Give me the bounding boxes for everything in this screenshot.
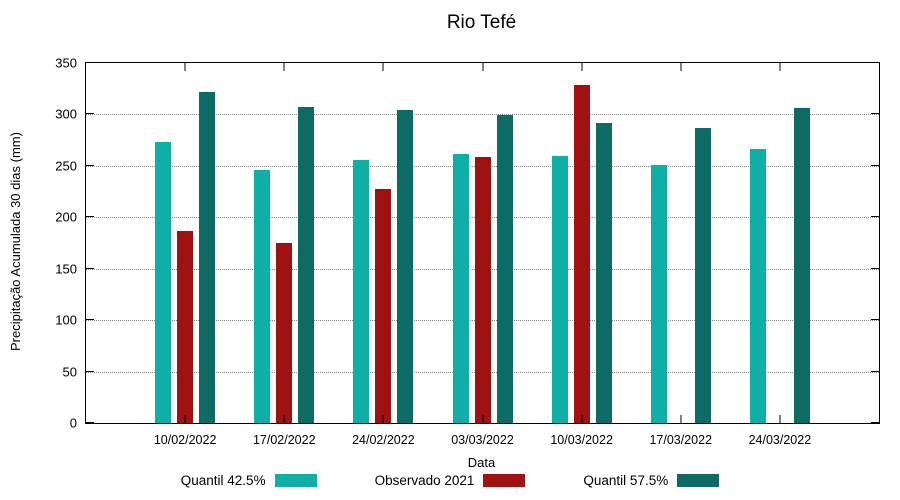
y-tick-label: 300 [55,106,77,122]
x-tick-mark [382,415,384,423]
y-tick-label: 200 [55,209,77,225]
bar [551,155,568,423]
x-tick-mark [779,415,781,423]
y-tick-mark [86,422,94,423]
bar [199,91,216,423]
x-tick-mark [581,63,583,71]
plot-area: 0 50 100 150 200 250 300 350 10/02/2022 17/02/202… [55,56,880,447]
x-axis-title: Data [467,455,496,470]
legend-swatch [274,474,317,487]
y-tick-mark [871,422,879,423]
x-tick-mark [779,63,781,71]
legend: Quantil 42.5% Observado 2021 Quantil 57.5% [0,473,900,488]
y-tick-mark [871,319,879,321]
y-tick-mark [871,216,879,218]
y-tick-label: 100 [55,312,77,328]
x-tick-label: 24/02/2022 [352,433,415,447]
bar [573,84,590,423]
bar [155,142,172,423]
bar-group [155,63,216,423]
bar-group [749,63,810,423]
bar [496,115,513,423]
bar [298,107,315,423]
x-tick-mark [680,63,682,71]
x-tick-mark [482,415,483,423]
legend-swatch [483,474,526,487]
y-tick-label: 50 [62,364,77,380]
legend-item: Observado 2021 [375,473,526,488]
bar-group [551,63,612,423]
y-tick-label: 250 [55,158,77,174]
y-tick-mark [871,370,879,372]
y-tick-mark [871,113,879,115]
legend-item: Quantil 42.5% [181,473,317,488]
x-tick-label: 03/03/2022 [451,433,514,447]
bar [694,127,711,423]
legend-label: Observado 2021 [374,473,475,488]
x-tick-mark [581,415,583,423]
x-tick-label: 24/03/2022 [748,433,812,447]
y-tick-mark [871,164,879,166]
x-tick-mark [184,415,186,423]
x-tick-mark [382,63,384,71]
bar-group [452,63,513,423]
x-tick-mark [283,415,285,423]
legend-item: Quantil 57.5% [583,473,720,488]
bar [650,164,667,423]
bar [276,243,293,423]
x-tick-mark [283,63,285,71]
bar [749,149,766,423]
y-tick-mark [86,113,94,115]
legend-label: Quantil 42.5% [180,473,266,488]
x-tick-label: 17/03/2022 [649,433,713,447]
bar-group [650,63,711,423]
bar [254,169,271,423]
x-tick-label: 10/03/2022 [550,433,613,447]
y-tick-label: 0 [69,415,77,431]
bar [595,122,612,423]
bar [474,156,491,423]
bar-group [254,63,315,423]
x-tick-mark [184,63,186,71]
legend-label: Quantil 57.5% [583,473,669,488]
y-tick-mark [86,164,94,166]
bar [397,110,414,423]
y-tick-label: 150 [55,261,77,277]
x-tick-mark [482,63,483,71]
gridline [86,114,879,116]
y-axis-title: Precipitação Acumulada 30 dias (mm) [8,132,23,352]
bar [353,159,370,423]
y-tick-mark [871,62,879,63]
bar-group [353,63,414,423]
bar [375,188,392,423]
y-tick-label: 350 [55,55,77,71]
y-tick-mark [871,267,879,269]
y-tick-mark [86,267,94,269]
bar [452,153,469,423]
x-tick-label: 17/02/2022 [252,433,316,447]
bar [177,230,194,423]
x-tick-mark [680,415,682,423]
bar [793,108,810,423]
y-tick-mark [86,370,94,372]
x-tick-label: 10/02/2022 [153,433,217,447]
chart-title: Rio Tefé [446,12,517,33]
legend-swatch [677,474,720,487]
y-tick-mark [86,216,94,218]
y-tick-mark [86,319,94,321]
y-tick-mark [86,62,94,63]
